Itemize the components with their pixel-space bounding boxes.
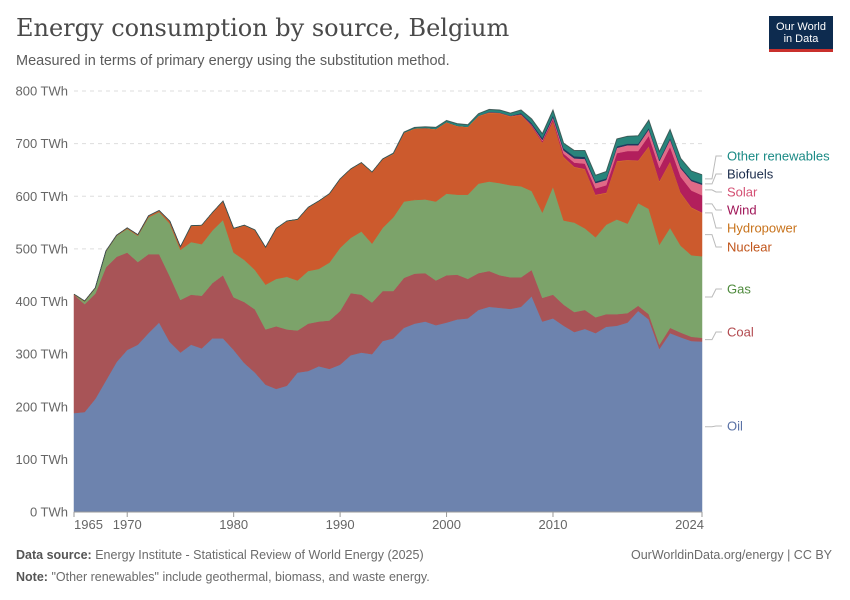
- legend-connector: [705, 331, 722, 341]
- owid-logo[interactable]: Our World in Data: [769, 16, 833, 52]
- x-tick-label: 1965: [74, 517, 103, 532]
- y-tick-label: 300 TWh: [15, 347, 68, 362]
- credit-text[interactable]: OurWorldinData.org/energy | CC BY: [630, 548, 832, 562]
- x-axis: 1965 1970 1980 1990 2000 2010 2024: [73, 511, 704, 532]
- legend-item-hydropower[interactable]: Hydropower: [705, 212, 798, 236]
- legend-item-gas[interactable]: Gas: [705, 282, 751, 298]
- legend-item-wind[interactable]: Wind: [705, 203, 757, 218]
- legend-label: Wind: [727, 203, 757, 218]
- y-axis: 0 TWh 100 TWh 200 TWh 300 TWh 400 TWh 500 TWh…: [15, 84, 68, 520]
- x-tick-label: 1970: [113, 517, 142, 532]
- legend-connector: [705, 203, 722, 211]
- legend-connector: [705, 234, 722, 248]
- chart-title: Energy consumption by source, Belgium: [16, 14, 510, 42]
- x-tick-label: 2000: [432, 517, 461, 532]
- legend-label: Other renewables: [727, 149, 830, 164]
- legend-item-oil[interactable]: Oil: [705, 419, 743, 434]
- note-text: "Other renewables" include geothermal, b…: [51, 570, 430, 584]
- legend-label: Solar: [727, 185, 758, 200]
- area-series: [73, 108, 703, 513]
- legend-connector: [705, 288, 722, 298]
- legend-connector: [705, 212, 722, 229]
- legend-item-nuclear[interactable]: Nuclear: [705, 234, 772, 255]
- legend-item-biofuels[interactable]: Biofuels: [705, 167, 774, 185]
- source-label: Data source:: [16, 548, 92, 562]
- y-tick-label: 200 TWh: [15, 399, 68, 414]
- legend-connector: [705, 189, 722, 193]
- chart-subtitle: Measured in terms of primary energy usin…: [16, 53, 450, 69]
- legend-label: Hydropower: [727, 221, 798, 236]
- legend-connector: [705, 173, 722, 185]
- x-tick-label: 2024: [675, 517, 704, 532]
- y-tick-label: 700 TWh: [15, 136, 68, 151]
- legend-connector: [705, 155, 722, 180]
- total-outline: [73, 108, 703, 302]
- y-tick-label: 600 TWh: [15, 189, 68, 204]
- y-tick-label: 100 TWh: [15, 452, 68, 467]
- legend-label: Oil: [727, 419, 743, 434]
- y-tick-label: 500 TWh: [15, 241, 68, 256]
- source-line: Data source: Energy Institute - Statisti…: [16, 548, 424, 562]
- legend-connector: [705, 425, 722, 428]
- x-tick-label: 2010: [539, 517, 568, 532]
- y-tick-label: 0 TWh: [30, 505, 68, 520]
- legend-label: Biofuels: [727, 167, 774, 182]
- legend-item-coal[interactable]: Coal: [705, 325, 754, 341]
- x-tick-label: 1990: [326, 517, 355, 532]
- legend: Other renewables Biofuels Solar Wind Hydropo…: [705, 149, 830, 434]
- logo-line-1: Our World: [776, 20, 826, 33]
- y-tick-label: 800 TWh: [15, 84, 68, 99]
- x-tick-label: 1980: [219, 517, 248, 532]
- legend-item-other-renewables[interactable]: Other renewables: [705, 149, 830, 180]
- legend-label: Nuclear: [727, 240, 772, 255]
- note-line: Note: "Other renewables" include geother…: [16, 570, 430, 584]
- source-text[interactable]: Energy Institute - Statistical Review of…: [95, 548, 424, 562]
- note-label: Note:: [16, 570, 48, 584]
- legend-label: Gas: [727, 282, 751, 297]
- logo-line-2: in Data: [783, 32, 819, 45]
- legend-label: Coal: [727, 325, 754, 340]
- y-tick-label: 400 TWh: [15, 294, 68, 309]
- legend-item-solar[interactable]: Solar: [705, 185, 758, 200]
